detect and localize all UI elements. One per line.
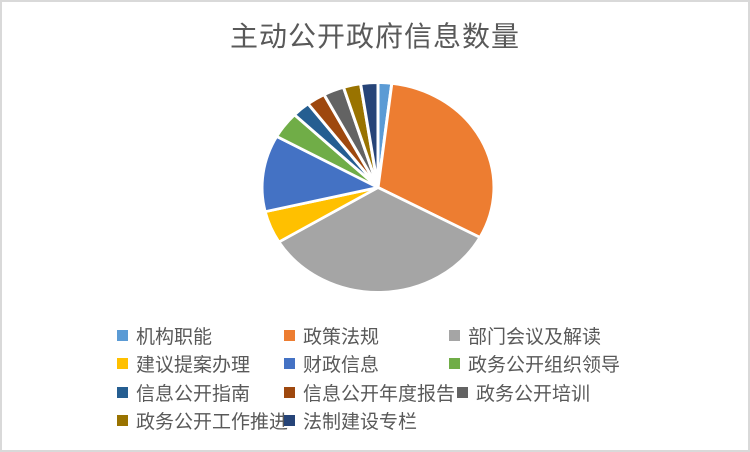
legend-swatch — [284, 357, 295, 369]
legend-swatch — [117, 414, 128, 426]
legend-swatch — [117, 357, 128, 369]
legend-swatch — [284, 386, 295, 398]
legend-swatch — [117, 329, 128, 341]
legend-label: 法制建设专栏 — [303, 411, 418, 433]
legend-label: 部门会议及解读 — [468, 326, 602, 348]
legend-label: 建议提案办理 — [136, 354, 251, 376]
legend-label: 政务公开组织领导 — [468, 354, 621, 376]
legend-item: 政务公开工作推进 — [117, 409, 289, 433]
legend-item: 政务公开组织领导 — [449, 352, 621, 376]
legend-swatch — [284, 329, 295, 341]
legend-label: 信息公开年度报告 — [303, 383, 456, 405]
legend-swatch — [284, 414, 295, 426]
legend-item: 财政信息 — [284, 352, 380, 376]
legend-label: 政务公开工作推进 — [136, 411, 289, 433]
legend-swatch — [457, 386, 468, 398]
legend-item: 机构职能 — [117, 324, 213, 348]
legend-swatch — [449, 329, 460, 341]
legend-item: 信息公开年度报告 — [284, 381, 456, 405]
legend-swatch — [117, 386, 128, 398]
legend-swatch — [449, 357, 460, 369]
legend-item: 法制建设专栏 — [284, 409, 418, 433]
pie-chart — [260, 81, 496, 294]
legend-item: 信息公开指南 — [117, 381, 251, 405]
chart-title: 主动公开政府信息数量 — [229, 22, 520, 53]
legend-item: 政务公开培训 — [457, 381, 591, 405]
pie-slice-4 — [260, 135, 380, 214]
legend-item: 政策法规 — [284, 324, 380, 348]
legend-label: 信息公开指南 — [136, 383, 251, 405]
legend-label: 政务公开培训 — [476, 383, 591, 405]
legend-label: 机构职能 — [136, 326, 213, 348]
pie-slice-10 — [359, 81, 380, 189]
legend-item: 部门会议及解读 — [449, 324, 602, 348]
legend-item: 建议提案办理 — [117, 352, 251, 376]
pie-slice-1 — [376, 82, 496, 239]
legend-label: 财政信息 — [303, 354, 380, 376]
pie-slice-2 — [277, 186, 482, 294]
legend-label: 政策法规 — [303, 326, 380, 348]
